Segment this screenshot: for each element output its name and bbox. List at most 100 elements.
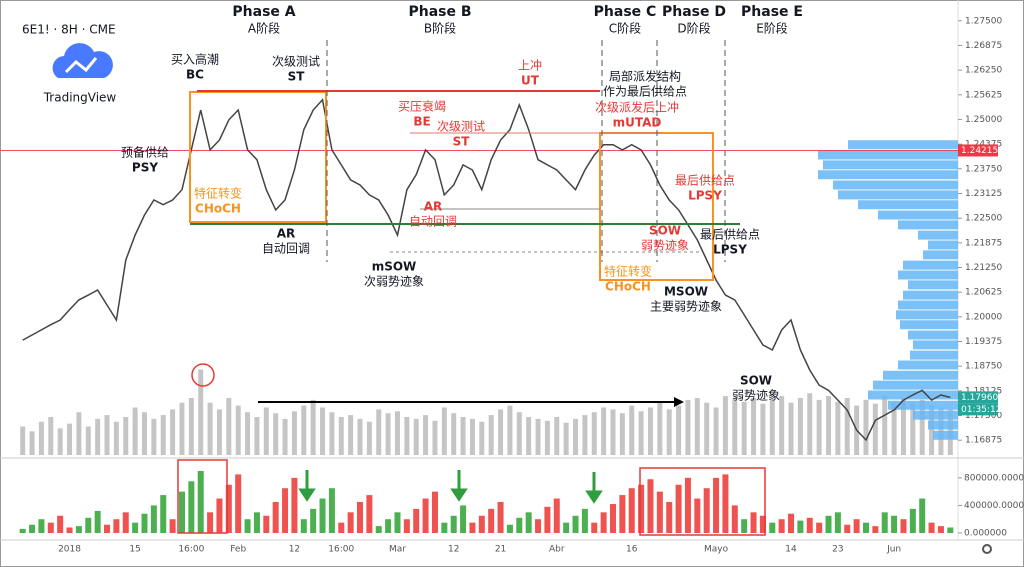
volume-bar bbox=[282, 418, 288, 455]
volume-bar bbox=[835, 401, 841, 455]
histogram-bar bbox=[666, 501, 673, 534]
logo bbox=[52, 43, 113, 78]
histogram-bar bbox=[769, 522, 776, 534]
histogram-bar bbox=[141, 513, 148, 534]
volume-bar bbox=[441, 407, 447, 455]
histogram-bar bbox=[366, 495, 373, 534]
volume-bar bbox=[170, 409, 176, 455]
histogram-bar bbox=[525, 512, 532, 534]
x-tick-label: Mayo bbox=[704, 545, 729, 555]
y-tick-label: 1.18125 bbox=[965, 386, 1002, 396]
volume-bar bbox=[404, 417, 410, 455]
volume-bar bbox=[263, 407, 269, 455]
volume-bar bbox=[807, 393, 813, 455]
volume-bar bbox=[488, 415, 494, 455]
histogram-bar bbox=[600, 512, 607, 534]
annotation: 最后供给点 bbox=[675, 174, 735, 188]
x-tick-label: 21 bbox=[495, 545, 506, 555]
x-tick-label: 12 bbox=[448, 545, 459, 555]
box bbox=[639, 467, 766, 536]
histogram-bar bbox=[85, 517, 92, 534]
profile-bar bbox=[913, 410, 958, 420]
histogram-bar bbox=[619, 495, 626, 534]
histogram-bar bbox=[263, 515, 270, 534]
annotation: 买压衰竭 bbox=[398, 99, 446, 114]
volume-bar bbox=[526, 417, 532, 455]
histogram-bar bbox=[713, 477, 720, 534]
y-tick-label: 1.26875 bbox=[965, 41, 1002, 51]
histogram-bar bbox=[66, 527, 73, 534]
x-tick-label: 15 bbox=[129, 545, 140, 555]
profile-bar bbox=[888, 400, 958, 410]
volume-bar bbox=[104, 415, 110, 455]
volume-bar bbox=[291, 411, 297, 455]
annotation: ST bbox=[453, 135, 471, 149]
histogram-bar bbox=[328, 488, 335, 534]
annotation: 作为最后供给点 bbox=[603, 85, 687, 99]
annotation: 次级测试 bbox=[272, 54, 320, 69]
volume-bar bbox=[254, 417, 260, 455]
histogram-bar bbox=[300, 519, 307, 534]
histogram-bar bbox=[338, 522, 345, 534]
volume-bar bbox=[507, 405, 513, 455]
y-tick-label: 1.17500 bbox=[965, 411, 1002, 421]
volume-bar bbox=[647, 407, 653, 455]
annotation: UT bbox=[521, 74, 540, 88]
volume-bar bbox=[76, 412, 82, 455]
volume-bar bbox=[544, 420, 550, 455]
volume-bar bbox=[188, 398, 194, 455]
volume-bar bbox=[535, 418, 541, 455]
volume-bar bbox=[863, 399, 869, 455]
histogram-bar bbox=[722, 474, 729, 534]
y-tick-label: 800000.000000 bbox=[964, 473, 1024, 483]
volume-bar bbox=[498, 409, 504, 455]
histogram-bar bbox=[497, 501, 504, 534]
histogram-bar bbox=[253, 512, 260, 534]
volume-bar bbox=[320, 407, 326, 455]
annotation: SOW bbox=[740, 374, 772, 388]
profile-bar bbox=[913, 340, 958, 350]
volume-bar bbox=[38, 421, 44, 455]
phase-subtitle: A阶段 bbox=[248, 21, 280, 36]
histogram-bar bbox=[937, 526, 944, 534]
volume-bar bbox=[85, 426, 91, 455]
y-tick-label: 1.22500 bbox=[965, 214, 1002, 224]
volume-bar bbox=[676, 405, 682, 455]
x-tick-label: 16:00 bbox=[178, 545, 204, 555]
box bbox=[177, 459, 228, 534]
volume-bar bbox=[619, 413, 625, 455]
histogram-bar bbox=[178, 491, 185, 534]
histogram-bar bbox=[684, 477, 691, 534]
y-tick-label: 400000.000000 bbox=[964, 501, 1024, 511]
volume-bar bbox=[629, 405, 635, 455]
histogram-bar bbox=[394, 512, 401, 534]
volume-bar bbox=[929, 405, 935, 455]
histogram-bar bbox=[188, 481, 195, 534]
histogram-bar bbox=[891, 515, 898, 534]
volume-bar bbox=[451, 413, 457, 455]
y-tick-label: 1.21875 bbox=[965, 238, 1002, 248]
histogram-bar bbox=[94, 510, 101, 534]
volume-bar bbox=[601, 407, 607, 455]
volume-bar bbox=[423, 415, 429, 455]
histogram-bar bbox=[741, 519, 748, 534]
x-tick-label: Jun bbox=[886, 545, 901, 555]
volume-bar bbox=[385, 413, 391, 455]
volume-bar bbox=[797, 398, 803, 455]
histogram-bar bbox=[834, 512, 841, 534]
profile-bar bbox=[823, 160, 958, 170]
profile-bar bbox=[908, 280, 958, 290]
green-arrows bbox=[298, 470, 603, 504]
volume-bar bbox=[732, 399, 738, 455]
volume-bar bbox=[348, 415, 354, 455]
histogram-bar bbox=[132, 522, 139, 534]
settings-icon[interactable] bbox=[982, 544, 992, 554]
volume-bar bbox=[338, 417, 344, 455]
histogram-bar bbox=[319, 498, 326, 534]
annotation: 局部派发结构 bbox=[609, 69, 681, 84]
histogram-bar bbox=[104, 524, 111, 534]
annotation: 自动回调 bbox=[409, 215, 457, 229]
volume-bar bbox=[882, 396, 888, 455]
volume-bar bbox=[872, 403, 878, 455]
